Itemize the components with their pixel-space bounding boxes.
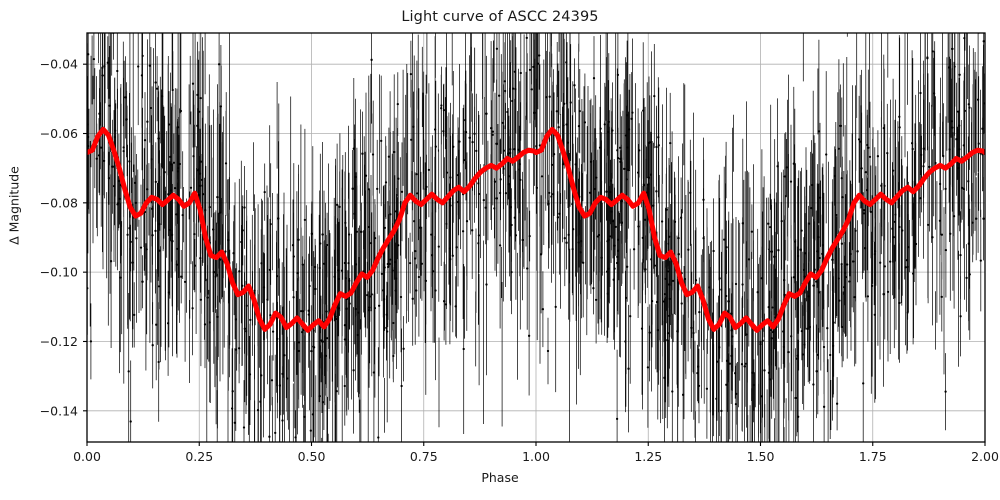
- scatter-data-layer: [87, 33, 985, 442]
- x-tick-label: 1.50: [747, 449, 775, 464]
- smoothed-curve-layer: [87, 126, 985, 333]
- y-tick-label: −0.10: [40, 265, 78, 280]
- y-tick-label: −0.14: [40, 403, 78, 418]
- x-tick-label: 2.00: [971, 449, 999, 464]
- x-axis-label: Phase: [481, 470, 519, 485]
- x-tick-label: 1.00: [522, 449, 550, 464]
- x-tick-label: 1.25: [634, 449, 662, 464]
- x-tick-label: 1.75: [859, 449, 887, 464]
- axis-ticks: 0.00 0.25 0.50 0.75 1.00 1.25 1.50 1.75 2.00 −0.1…: [40, 57, 999, 464]
- y-axis-label: Δ Magnitude: [6, 166, 22, 245]
- x-tick-label: 0.50: [298, 449, 326, 464]
- y-tick-label: −0.12: [40, 334, 78, 349]
- y-tick-label: −0.04: [40, 57, 78, 72]
- x-tick-label: 0.00: [73, 449, 101, 464]
- y-tick-label: −0.08: [40, 195, 78, 210]
- y-tick-label: −0.06: [40, 126, 78, 141]
- x-tick-label: 0.75: [410, 449, 438, 464]
- chart-title: Light curve of ASCC 24395: [401, 9, 599, 25]
- x-tick-label: 0.25: [185, 449, 213, 464]
